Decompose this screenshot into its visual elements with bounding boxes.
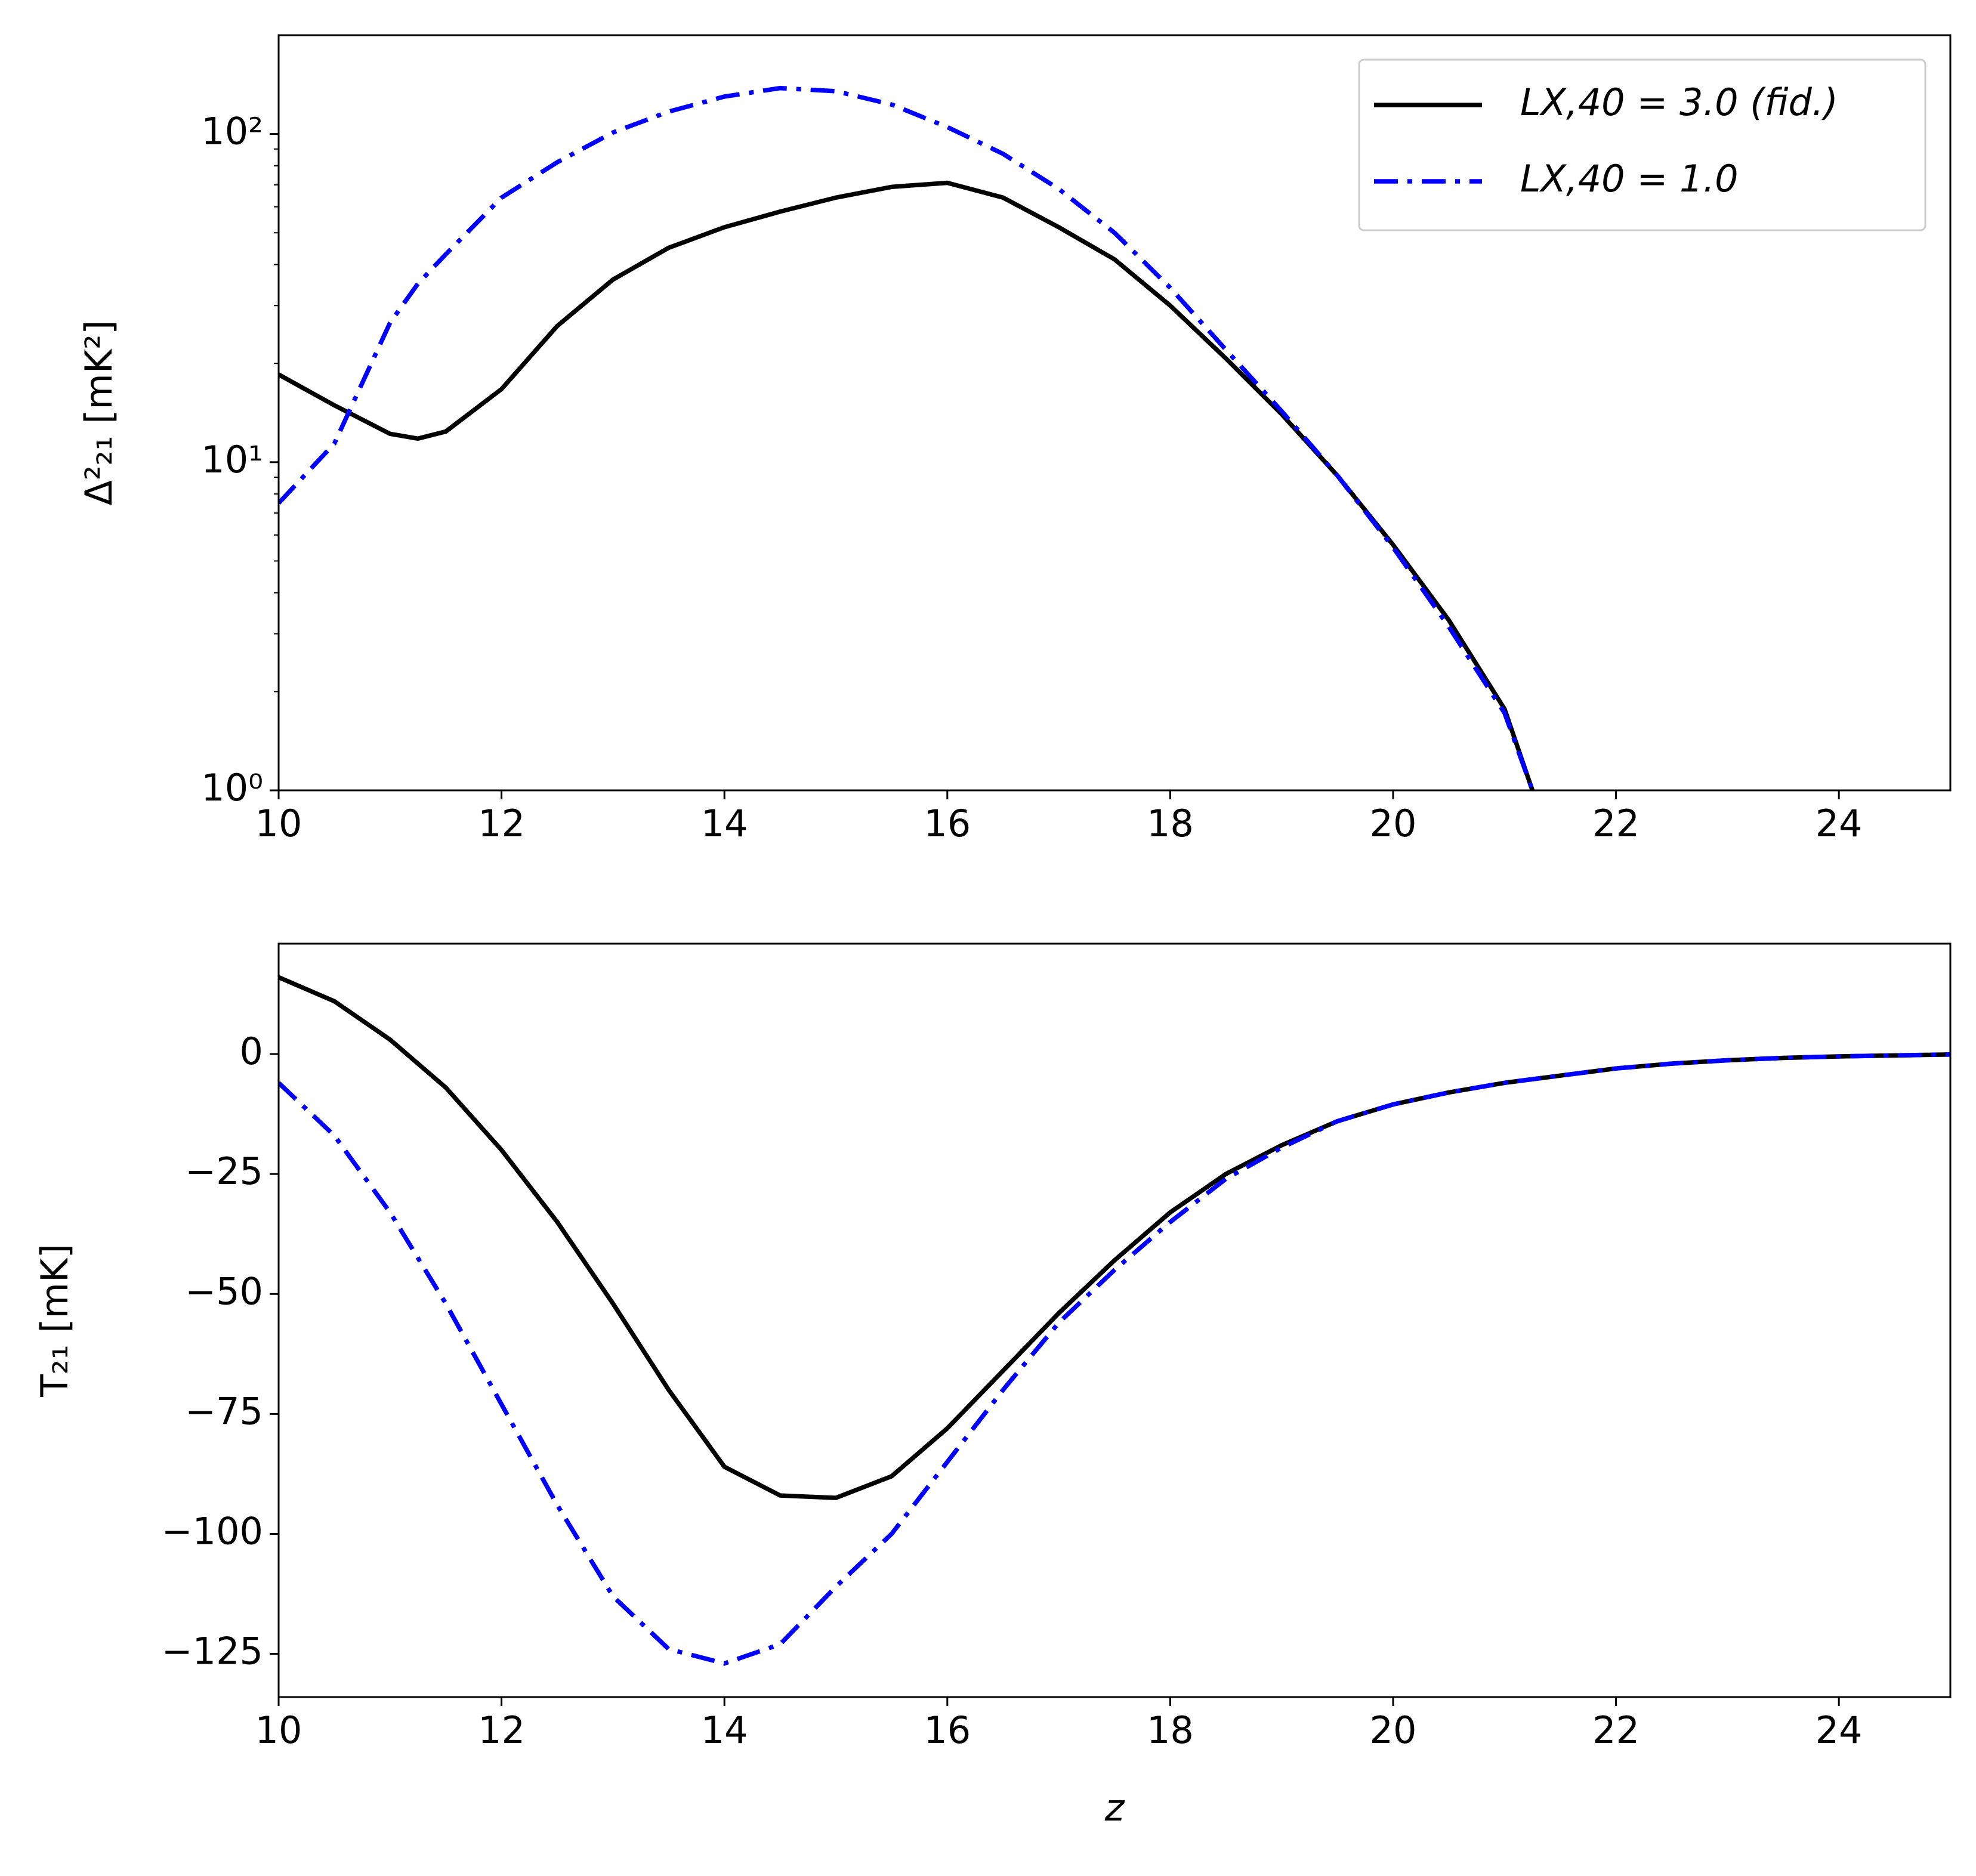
x-tick-label: 24 (1816, 802, 1863, 845)
x-tick-label: 20 (1370, 1708, 1417, 1752)
x-tick-label: 10 (255, 802, 302, 845)
x-tick-label: 16 (924, 802, 971, 845)
y-tick-label: 10¹ (201, 438, 263, 481)
plot-frame (277, 942, 1952, 1698)
y-tick-label: −50 (185, 1269, 263, 1313)
x-tick-label: 16 (924, 1708, 971, 1752)
y-tick-label: −75 (185, 1389, 263, 1433)
y-tick-label: 10⁰ (201, 766, 263, 809)
y-axis-label: T₂₁ [mK] (33, 1244, 76, 1398)
x-axis-label: z (1104, 1786, 1125, 1829)
x-tick-label: 12 (478, 802, 525, 845)
x-tick-label: 12 (478, 1708, 525, 1752)
x-tick-label: 10 (255, 1708, 302, 1752)
y-axis-label: Δ²₂₁ [mK²] (77, 320, 121, 506)
legend-box (1358, 58, 1926, 231)
x-tick-label: 18 (1147, 802, 1194, 845)
y-tick-label: −25 (185, 1149, 263, 1193)
y-tick-label: −100 (162, 1510, 263, 1553)
legend-label: LX,40 = 1.0 (1520, 157, 1739, 200)
plot-frame (277, 34, 1952, 792)
x-tick-label: 22 (1592, 1708, 1640, 1752)
y-tick-label: 10² (201, 110, 263, 153)
y-tick-label: −125 (162, 1630, 263, 1673)
x-tick-label: 14 (701, 802, 748, 845)
x-tick-label: 18 (1147, 1708, 1194, 1752)
series-line (279, 975, 1950, 1500)
series-line (279, 1052, 1950, 1666)
series-line (279, 85, 1535, 790)
x-tick-label: 20 (1370, 802, 1417, 845)
y-tick-label: 0 (240, 1030, 263, 1073)
x-tick-label: 14 (701, 1708, 748, 1752)
x-tick-label: 22 (1592, 802, 1640, 845)
x-tick-label: 24 (1816, 1708, 1863, 1752)
legend-label: LX,40 = 3.0 (fid.) (1520, 81, 1838, 124)
